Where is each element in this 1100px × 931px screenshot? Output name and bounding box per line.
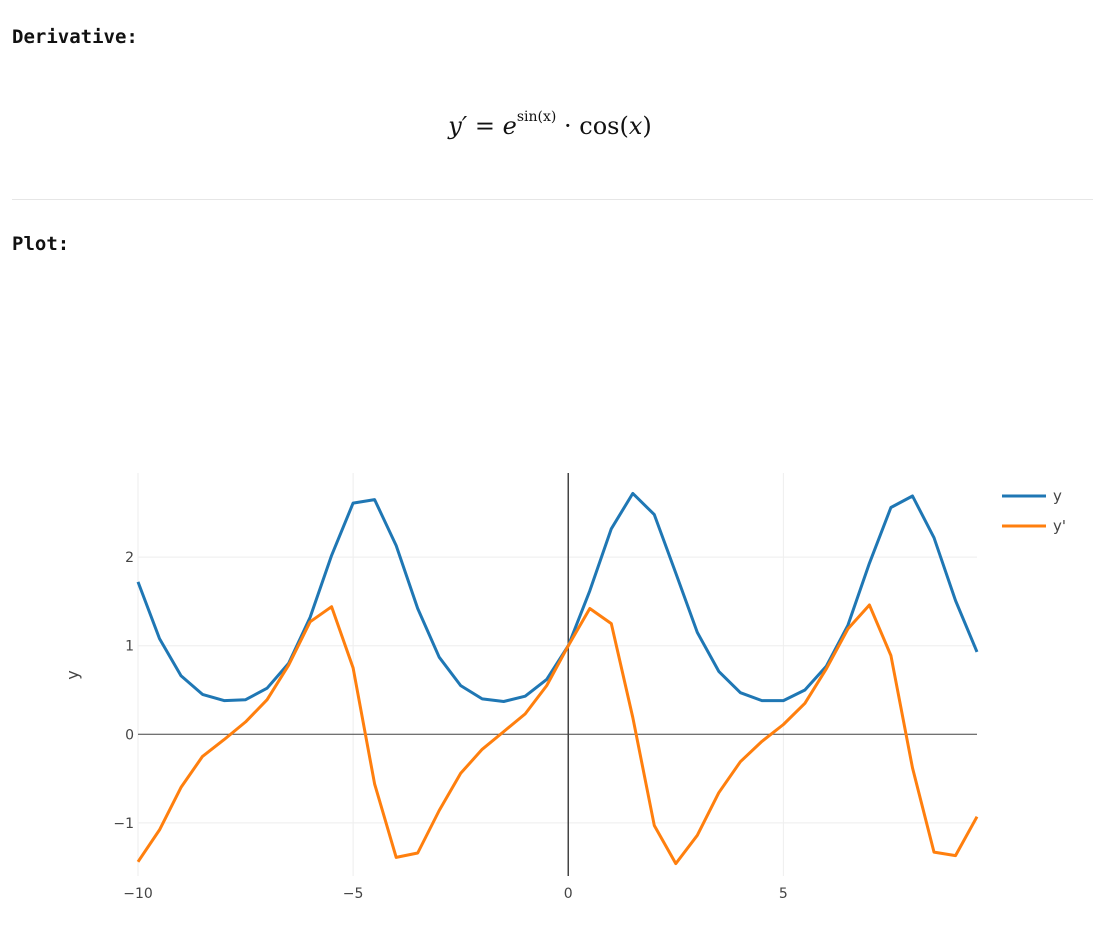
x-tick-label: 0	[564, 886, 573, 902]
x-tick-label: −5	[343, 886, 364, 902]
legend-item-y[interactable]: y	[1002, 487, 1062, 505]
formula-equals: =	[474, 112, 495, 140]
formula-exponent: sin(x)	[516, 109, 557, 125]
legend[interactable]: y y'	[1002, 487, 1066, 535]
grid-layer	[137, 473, 977, 876]
y-tick-label: 1	[125, 639, 134, 655]
series-layer[interactable]	[136, 491, 979, 866]
x-tick-label: −10	[123, 886, 153, 902]
formula-cos: cos(	[579, 112, 629, 140]
series-line-y-prime[interactable]	[136, 603, 979, 866]
formula-close: )	[642, 112, 652, 140]
formula-arg: x	[628, 112, 643, 140]
x-tick-label: 5	[779, 886, 788, 902]
y-tick-label: 0	[125, 727, 134, 743]
legend-item-y-prime[interactable]: y'	[1002, 517, 1066, 535]
derivative-formula: y′ = esin(x) · cos(x)	[0, 109, 1100, 140]
y-tick-label: 2	[125, 550, 134, 566]
section-divider	[12, 199, 1093, 200]
series-line-y[interactable]	[136, 491, 979, 703]
derivative-heading: Derivative:	[12, 26, 138, 48]
legend-label: y	[1053, 487, 1062, 505]
legend-label: y'	[1053, 517, 1066, 535]
axes-layer	[138, 473, 977, 876]
formula-lhs: y′	[448, 112, 468, 140]
formula-dot: ·	[563, 112, 572, 140]
y-tick-label: −1	[113, 816, 134, 832]
y-axis-title: y	[63, 670, 82, 679]
plot-heading: Plot:	[12, 233, 70, 255]
formula-base: e	[502, 112, 517, 140]
